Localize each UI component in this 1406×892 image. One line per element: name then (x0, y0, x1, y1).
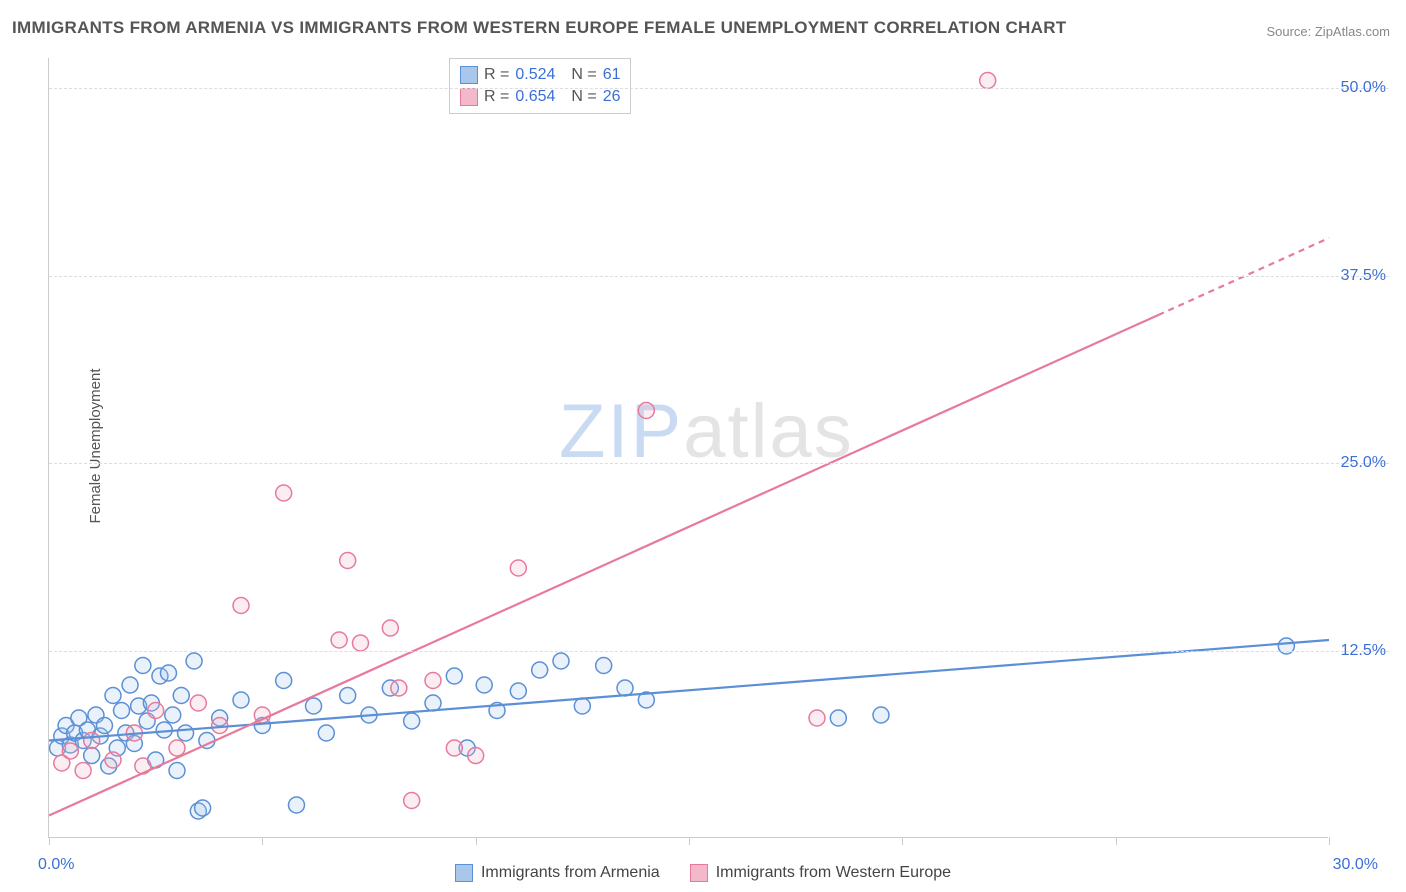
data-point (468, 748, 484, 764)
data-point (165, 707, 181, 723)
data-point (638, 403, 654, 419)
data-point (173, 688, 189, 704)
data-point (980, 73, 996, 89)
data-point (75, 763, 91, 779)
legend-item-1: Immigrants from Western Europe (690, 864, 951, 882)
plot-area: ZIPatlas R = 0.524 N = 61 R = 0.654 N = … (48, 58, 1328, 838)
data-point (276, 485, 292, 501)
data-point (510, 683, 526, 699)
data-point (446, 668, 462, 684)
data-point (84, 733, 100, 749)
data-point (212, 718, 228, 734)
data-point (233, 598, 249, 614)
xtick (902, 837, 903, 845)
data-point (404, 713, 420, 729)
gridline-h (49, 651, 1389, 652)
data-point (553, 653, 569, 669)
data-point (62, 743, 78, 759)
legend-bottom: Immigrants from Armenia Immigrants from … (0, 864, 1406, 882)
data-point (135, 658, 151, 674)
data-point (510, 560, 526, 576)
data-point (425, 673, 441, 689)
xtick (1116, 837, 1117, 845)
data-point (340, 688, 356, 704)
gridline-h (49, 276, 1389, 277)
data-point (276, 673, 292, 689)
chart-svg (49, 58, 1328, 837)
chart-title: IMMIGRANTS FROM ARMENIA VS IMMIGRANTS FR… (12, 18, 1066, 38)
data-point (532, 662, 548, 678)
swatch-bottom-0 (455, 864, 473, 882)
data-point (148, 703, 164, 719)
xtick (689, 837, 690, 845)
gridline-h (49, 463, 1389, 464)
data-point (122, 677, 138, 693)
data-point (169, 763, 185, 779)
ytick-label: 12.5% (1341, 642, 1386, 660)
xtick-label-max: 30.0% (1333, 856, 1378, 874)
data-point (233, 692, 249, 708)
trend-line (49, 640, 1329, 741)
xtick-label-min: 0.0% (38, 856, 74, 874)
xtick (476, 837, 477, 845)
data-point (105, 688, 121, 704)
source-label: Source: ZipAtlas.com (1266, 24, 1390, 39)
data-point (306, 698, 322, 714)
data-point (160, 665, 176, 681)
xtick (1329, 837, 1330, 845)
legend-item-0: Immigrants from Armenia (455, 864, 660, 882)
data-point (318, 725, 334, 741)
ytick-label: 50.0% (1341, 79, 1386, 97)
data-point (873, 707, 889, 723)
legend-label-1: Immigrants from Western Europe (716, 864, 951, 882)
data-point (617, 680, 633, 696)
data-point (382, 620, 398, 636)
ytick-label: 37.5% (1341, 267, 1386, 285)
data-point (190, 695, 206, 711)
data-point (288, 797, 304, 813)
trend-line-dashed (1158, 238, 1329, 315)
data-point (340, 553, 356, 569)
data-point (352, 635, 368, 651)
data-point (105, 752, 121, 768)
data-point (1278, 638, 1294, 654)
data-point (596, 658, 612, 674)
swatch-bottom-1 (690, 864, 708, 882)
data-point (425, 695, 441, 711)
data-point (84, 748, 100, 764)
data-point (446, 740, 462, 756)
xtick (262, 837, 263, 845)
data-point (331, 632, 347, 648)
legend-label-0: Immigrants from Armenia (481, 864, 660, 882)
data-point (96, 718, 112, 734)
data-point (178, 725, 194, 741)
data-point (169, 740, 185, 756)
data-point (476, 677, 492, 693)
data-point (114, 703, 130, 719)
data-point (574, 698, 590, 714)
data-point (391, 680, 407, 696)
data-point (195, 800, 211, 816)
data-point (404, 793, 420, 809)
data-point (830, 710, 846, 726)
data-point (809, 710, 825, 726)
ytick-label: 25.0% (1341, 454, 1386, 472)
gridline-h (49, 88, 1389, 89)
data-point (186, 653, 202, 669)
trend-line (49, 315, 1158, 816)
xtick (49, 837, 50, 845)
